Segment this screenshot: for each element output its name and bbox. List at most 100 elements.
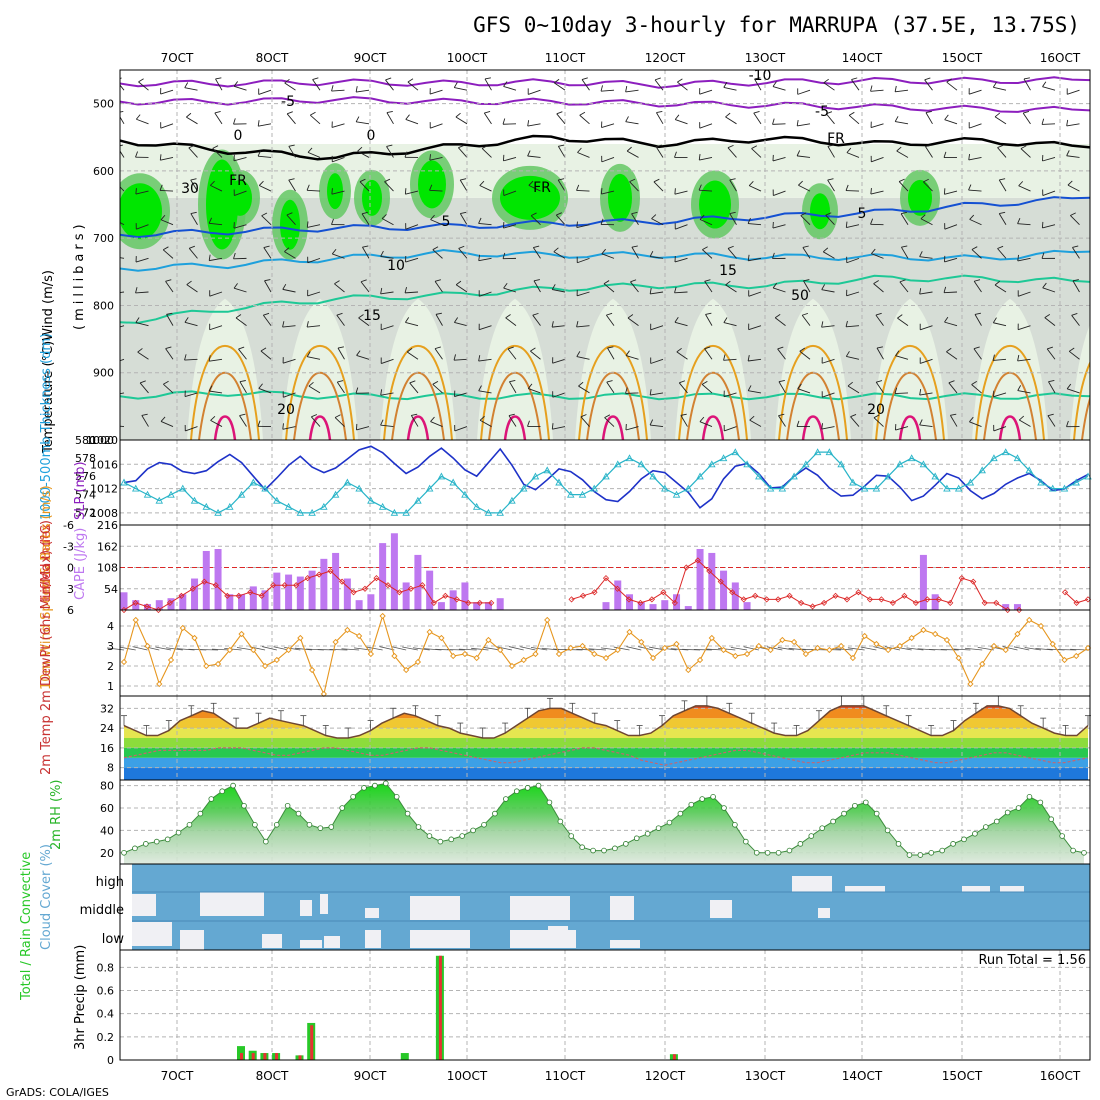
pressure-tick-label: 500 bbox=[93, 98, 114, 111]
surface-wind-barb bbox=[261, 646, 277, 651]
slp-marker bbox=[355, 484, 363, 492]
wind-barb-flag bbox=[405, 317, 410, 323]
wind10m-marker bbox=[285, 646, 292, 654]
slp-marker bbox=[531, 472, 540, 480]
slp-marker bbox=[179, 484, 187, 492]
cape-bar bbox=[484, 602, 492, 610]
wind-barb-staff bbox=[458, 147, 468, 158]
rh-marker bbox=[863, 799, 869, 806]
wind-barb-flag bbox=[845, 184, 849, 191]
wind-barb-flag bbox=[120, 144, 123, 147]
lifted-index-marker bbox=[442, 592, 449, 599]
rh-marker bbox=[612, 845, 618, 852]
wind-barb-staff bbox=[210, 184, 223, 192]
wind-barb-staff bbox=[434, 281, 443, 293]
lifted-index-marker bbox=[1061, 589, 1069, 596]
wind-barb-staff bbox=[993, 392, 1007, 398]
slp-marker bbox=[649, 472, 657, 480]
lifted-index-marker bbox=[717, 578, 724, 585]
wind-barb-staff bbox=[674, 321, 688, 327]
rh-marker bbox=[721, 805, 727, 811]
cape-bar bbox=[120, 592, 128, 610]
wind-barb-staff bbox=[503, 287, 517, 293]
wind-barb-staff bbox=[165, 348, 174, 360]
lifted-index-marker bbox=[878, 596, 885, 603]
lifted-index-line bbox=[1064, 591, 1089, 604]
wind-barb-staff bbox=[239, 415, 247, 427]
wind-barb-flag bbox=[802, 245, 809, 248]
bottom-date-label: 12OCT bbox=[645, 1069, 686, 1083]
wind-barb-staff bbox=[356, 89, 370, 93]
wind-barb-staff bbox=[944, 257, 958, 263]
wind-barb-flag bbox=[336, 312, 343, 316]
cloud-patch bbox=[792, 876, 832, 892]
lifted-index-marker bbox=[316, 571, 323, 578]
wind-barb-flag bbox=[578, 381, 584, 387]
wind-barb-flag bbox=[111, 251, 114, 256]
rh-marker bbox=[361, 785, 367, 791]
surface-wind-barb bbox=[649, 646, 665, 651]
rh2m-label: 2m RH (%) bbox=[49, 779, 64, 850]
wind-barb-staff bbox=[190, 213, 198, 225]
precip-tick-label: 0.8 bbox=[97, 961, 115, 974]
wind-barb-staff bbox=[601, 157, 615, 163]
wind-barb-flag bbox=[404, 151, 408, 158]
wind-barb-flag bbox=[871, 248, 876, 254]
wind-barb-staff bbox=[385, 79, 394, 91]
rh-marker bbox=[470, 827, 476, 834]
wind-barb-staff bbox=[773, 190, 786, 196]
cloud-patch bbox=[132, 922, 172, 946]
wind-barb-flag bbox=[631, 245, 638, 248]
contour-30 bbox=[883, 371, 937, 440]
rh-marker bbox=[153, 838, 160, 845]
contour-label: 5 bbox=[442, 214, 451, 230]
wind-barb-flag bbox=[1070, 212, 1076, 216]
wind-barb-staff bbox=[356, 355, 370, 360]
wind-barb-staff bbox=[680, 415, 688, 427]
wind-barb-staff bbox=[848, 115, 860, 125]
wind-barb-flag bbox=[870, 85, 873, 92]
lifted-index-marker bbox=[235, 592, 242, 599]
wind-barb-staff bbox=[993, 322, 1007, 327]
cloud-patch bbox=[180, 930, 204, 950]
wind-barb-staff bbox=[1048, 381, 1056, 394]
wind-barb-flag bbox=[1072, 279, 1079, 282]
wind-barb-staff bbox=[307, 325, 321, 328]
bottom-date-label: 16OCT bbox=[1040, 1069, 1081, 1083]
slp-marker bbox=[131, 484, 140, 492]
wind-barb-flag bbox=[484, 111, 491, 114]
wind-barb-staff bbox=[334, 417, 345, 427]
lifted-index-marker bbox=[361, 585, 369, 592]
wind-barb-staff bbox=[650, 291, 664, 295]
wind-barb-staff bbox=[184, 321, 198, 327]
wind-barb-flag bbox=[968, 184, 972, 191]
rh-saturated-blob bbox=[280, 199, 300, 250]
wind-barb-flag bbox=[649, 389, 652, 396]
wind-barb-flag bbox=[653, 178, 660, 183]
cape-bar bbox=[214, 549, 222, 610]
rh-marker bbox=[928, 849, 935, 856]
wind-barb-flag bbox=[676, 347, 682, 353]
surface-wind-barb bbox=[743, 646, 759, 651]
rh-marker bbox=[121, 849, 127, 856]
slp-marker bbox=[566, 490, 575, 498]
wind-barb-flag bbox=[1067, 180, 1073, 186]
wind-barb-staff bbox=[337, 347, 345, 360]
precip-convective-bar bbox=[263, 1053, 267, 1060]
wind-barb-flag bbox=[263, 245, 270, 248]
wind-barb-staff bbox=[165, 281, 174, 293]
wind-barb-staff bbox=[606, 381, 615, 394]
rh-marker bbox=[950, 841, 956, 847]
wind-barb-staff bbox=[478, 358, 492, 362]
panel-frame bbox=[119, 609, 1091, 697]
rh-marker bbox=[459, 833, 465, 839]
rh-marker bbox=[273, 821, 280, 828]
wind-barb-staff bbox=[307, 291, 321, 297]
wind-barb-staff bbox=[576, 291, 590, 297]
wind-barb-flag bbox=[208, 217, 213, 224]
wind-barb-flag bbox=[625, 387, 628, 394]
cape-tick-label: 216 bbox=[97, 519, 118, 532]
cape-bar bbox=[919, 554, 927, 610]
wind10m-marker bbox=[626, 628, 633, 636]
wind-barb-flag bbox=[729, 178, 736, 181]
